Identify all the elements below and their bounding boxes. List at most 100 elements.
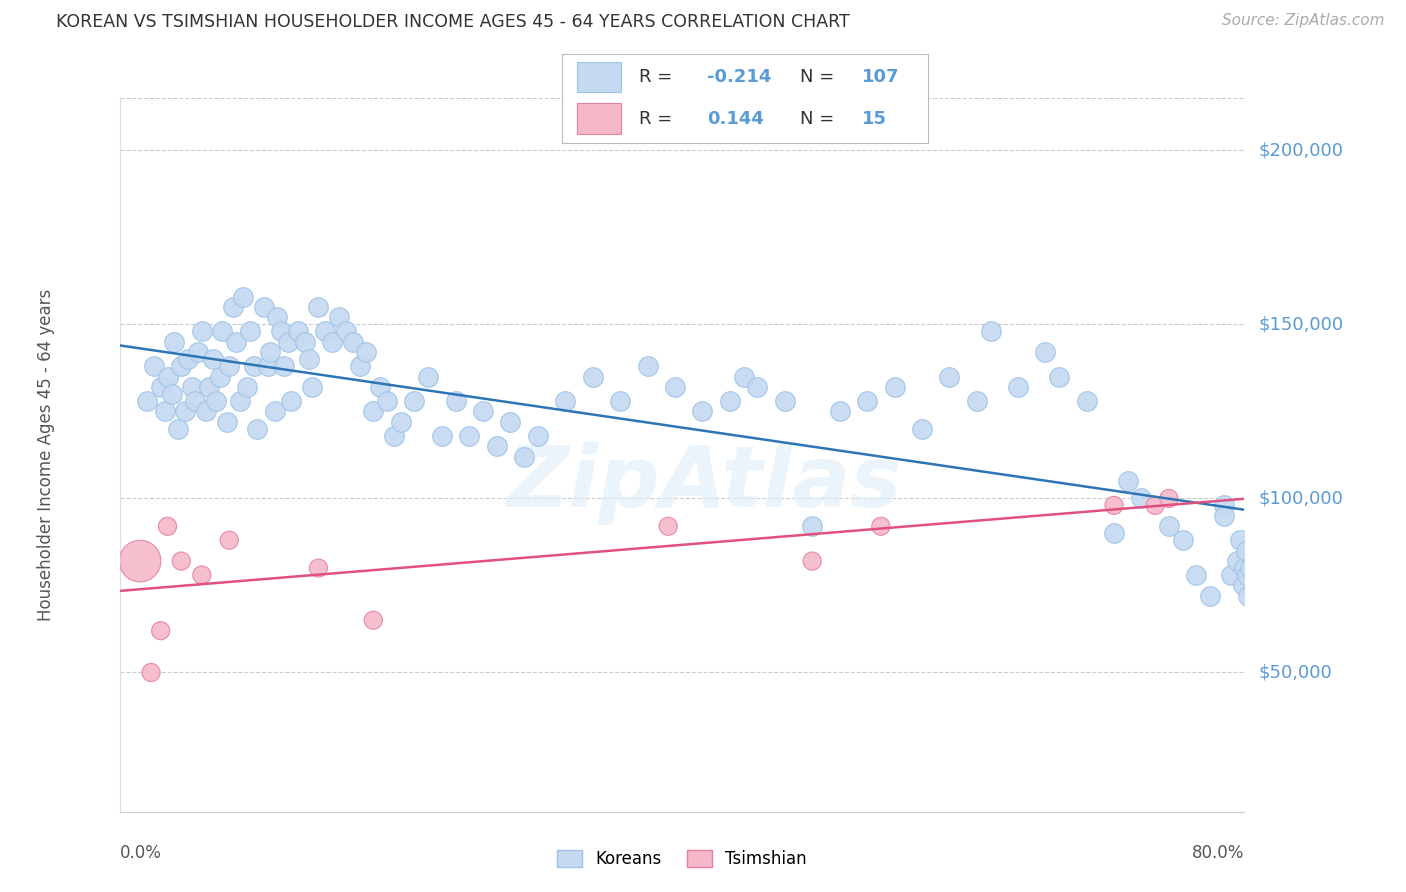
Point (1219, 568, 1241, 582)
Point (187, 345, 209, 359)
Legend: Koreans, Tsimshian: Koreans, Tsimshian (551, 843, 813, 875)
Point (361, 404, 384, 418)
Point (204, 394, 226, 409)
Point (554, 394, 576, 409)
Point (1185, 568, 1208, 582)
Point (1234, 543, 1257, 558)
Point (163, 334, 186, 349)
Point (342, 334, 364, 349)
Point (266, 310, 288, 325)
Point (170, 554, 193, 568)
Point (149, 624, 172, 638)
Point (191, 324, 214, 338)
Point (1157, 519, 1180, 533)
Point (232, 289, 254, 303)
Point (170, 359, 193, 373)
Point (911, 422, 934, 436)
Text: 107: 107 (862, 68, 900, 86)
Point (1239, 561, 1261, 575)
Point (225, 334, 247, 349)
Point (773, 394, 796, 409)
Point (194, 404, 217, 418)
Point (356, 345, 378, 359)
Point (277, 334, 299, 349)
Point (191, 568, 214, 582)
Point (1212, 508, 1234, 523)
Point (1007, 380, 1029, 394)
Text: $100,000: $100,000 (1258, 490, 1343, 508)
Point (167, 422, 190, 436)
Point (314, 324, 336, 338)
Point (1229, 533, 1251, 548)
Point (382, 429, 405, 443)
Point (335, 324, 357, 338)
Point (1171, 533, 1194, 548)
Point (307, 561, 329, 575)
Point (129, 554, 152, 568)
Point (485, 439, 508, 453)
Point (301, 380, 323, 394)
Point (801, 554, 824, 568)
Text: R =: R = (640, 68, 672, 86)
Point (215, 415, 238, 429)
Point (458, 429, 481, 443)
Text: 0.144: 0.144 (707, 110, 763, 128)
Point (218, 533, 240, 548)
Point (252, 300, 274, 314)
Point (1076, 394, 1098, 409)
Point (527, 429, 550, 443)
Text: Householder Income Ages 45 - 64 years: Householder Income Ages 45 - 64 years (38, 289, 55, 621)
Point (273, 359, 295, 373)
Point (361, 613, 384, 627)
Point (1212, 499, 1234, 513)
Point (280, 394, 302, 409)
Text: KOREAN VS TSIMSHIAN HOUSEHOLDER INCOME AGES 45 - 64 YEARS CORRELATION CHART: KOREAN VS TSIMSHIAN HOUSEHOLDER INCOME A… (56, 13, 851, 31)
Text: -0.214: -0.214 (707, 68, 770, 86)
Point (430, 429, 453, 443)
Point (174, 404, 197, 418)
Point (201, 352, 224, 367)
Point (1233, 561, 1256, 575)
Point (1102, 526, 1125, 541)
Point (828, 404, 851, 418)
Text: $200,000: $200,000 (1258, 141, 1343, 160)
Point (349, 359, 371, 373)
Text: $50,000: $50,000 (1258, 664, 1331, 681)
Text: $150,000: $150,000 (1258, 316, 1343, 334)
Text: ZipAtlas: ZipAtlas (506, 442, 903, 525)
Point (733, 369, 755, 384)
Point (692, 404, 714, 418)
Point (869, 519, 891, 533)
Text: 0.0%: 0.0% (120, 844, 162, 862)
Point (801, 519, 824, 533)
Point (747, 380, 769, 394)
Point (1232, 578, 1254, 592)
Point (197, 380, 219, 394)
Point (582, 369, 605, 384)
Point (160, 387, 183, 401)
Point (418, 369, 440, 384)
Bar (576, 103, 621, 134)
Point (149, 380, 172, 394)
Point (256, 359, 278, 373)
Point (609, 394, 631, 409)
Text: 80.0%: 80.0% (1192, 844, 1244, 862)
Point (136, 394, 159, 409)
Point (499, 415, 522, 429)
Point (156, 519, 179, 533)
Point (1226, 554, 1249, 568)
Point (236, 380, 259, 394)
Point (938, 369, 960, 384)
Point (287, 324, 309, 338)
Point (298, 352, 321, 367)
Text: Source: ZipAtlas.com: Source: ZipAtlas.com (1222, 13, 1385, 29)
Point (444, 394, 467, 409)
Text: R =: R = (640, 110, 672, 128)
Point (184, 394, 207, 409)
Point (1102, 499, 1125, 513)
Point (1116, 474, 1139, 488)
Point (637, 359, 659, 373)
Point (177, 352, 200, 367)
Point (239, 324, 262, 338)
Point (1144, 499, 1167, 513)
